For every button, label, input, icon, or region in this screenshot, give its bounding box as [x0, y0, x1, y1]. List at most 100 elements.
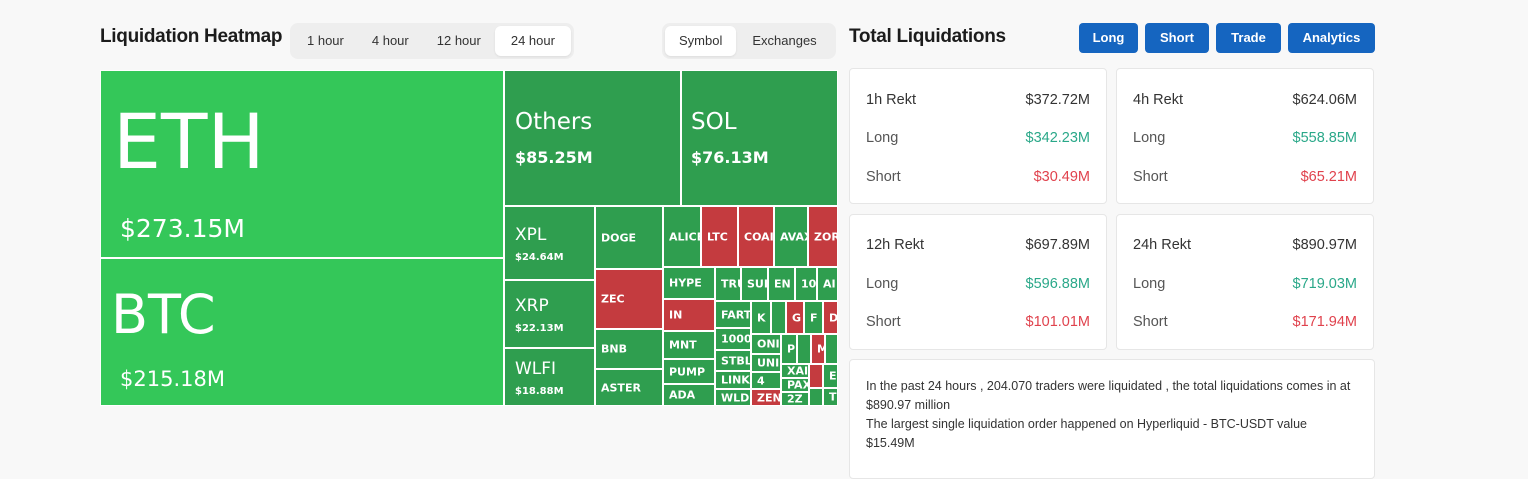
long-label: Long — [866, 130, 899, 146]
cell-symbol: 1000 — [721, 332, 751, 346]
short-value: $101.01M — [1025, 314, 1091, 330]
long-value: $342.23M — [1025, 130, 1091, 146]
treemap-cell-pump[interactable]: PUMP — [663, 359, 715, 384]
cell-symbol: ALICE — [669, 230, 701, 243]
treemap-cell-tru[interactable]: TRU — [715, 267, 741, 301]
cell-symbol: ETH — [113, 97, 265, 186]
treemap-cell-others[interactable]: Others $85.25M — [504, 70, 681, 206]
treemap-cell-zec[interactable]: ZEC — [595, 269, 663, 329]
treemap-cell-4[interactable]: 4 — [751, 372, 781, 389]
treemap-cell-1000[interactable]: 1000 — [715, 328, 751, 350]
treemap-cell-d[interactable]: D — [823, 301, 838, 334]
cell-symbol: FART — [721, 308, 751, 321]
cell-value: $24.64M — [515, 252, 564, 263]
treemap-cell-sui[interactable]: SUI — [741, 267, 768, 301]
short-label: Short — [1133, 169, 1168, 185]
view-tabs: Symbol Exchanges — [662, 23, 836, 59]
short-value: $65.21M — [1300, 169, 1357, 185]
treemap-cell-on[interactable]: ONI — [751, 334, 781, 354]
treemap-cell-xrp[interactable]: XRP $22.13M — [504, 280, 595, 348]
treemap-cell-2z[interactable]: 2Z — [781, 392, 809, 406]
cell-symbol: ONI — [757, 337, 780, 351]
treemap-cell-ltc[interactable]: LTC — [701, 206, 738, 267]
cell-symbol: Others — [515, 109, 593, 135]
cell-symbol: IN — [669, 308, 683, 322]
treemap-cell-bnb[interactable]: BNB — [595, 329, 663, 369]
treemap-cell-wld[interactable]: WLD — [715, 389, 751, 406]
treemap-cell-uni[interactable]: UNI — [751, 354, 781, 372]
treemap-cell-link[interactable]: LINK — [715, 371, 751, 389]
cell-symbol: ZEC — [601, 292, 625, 306]
treemap-cell-stbl[interactable]: STBL — [715, 350, 751, 371]
treemap-cell-small-3[interactable] — [825, 334, 838, 364]
cell-symbol: M — [817, 343, 824, 356]
treemap-cell-doge[interactable]: DOGE — [595, 206, 663, 269]
short-button[interactable]: Short — [1145, 23, 1209, 53]
cell-symbol: E — [829, 369, 837, 383]
treemap-cell-k[interactable]: K — [751, 301, 771, 334]
cell-symbol: P — [787, 342, 796, 356]
cell-symbol: ADA — [669, 388, 696, 402]
treemap-cell-eth[interactable]: ETH $273.15M — [100, 70, 504, 258]
cell-value: $85.25M — [515, 148, 593, 167]
treemap-cell-pax[interactable]: PAX — [781, 378, 809, 392]
tab-symbol[interactable]: Symbol — [665, 26, 737, 56]
treemap-cell-btc[interactable]: BTC $215.18M — [100, 258, 504, 406]
cell-symbol: 100 — [801, 277, 817, 291]
treemap-cell-zen[interactable]: ZEN — [751, 389, 781, 406]
tab-12-hour[interactable]: 12 hour — [436, 33, 481, 48]
treemap-cell-small-2[interactable] — [797, 334, 811, 364]
treemap-cell-p[interactable]: P — [781, 334, 797, 364]
treemap-cell-avax[interactable]: AVAX — [774, 206, 808, 267]
short-label: Short — [866, 314, 901, 330]
analytics-button[interactable]: Analytics — [1288, 23, 1375, 53]
tab-exchanges[interactable]: Exchanges — [752, 33, 817, 48]
treemap-cell-g[interactable]: G — [786, 301, 804, 334]
trade-button[interactable]: Trade — [1216, 23, 1281, 53]
treemap-cell-small-4[interactable] — [809, 364, 823, 388]
treemap-cell-ai[interactable]: AI — [817, 267, 838, 301]
cell-symbol: HYPE — [669, 276, 702, 290]
cell-symbol: T — [829, 390, 837, 404]
treemap-cell-wlfi[interactable]: WLFI $18.88M — [504, 348, 595, 406]
cell-value: $22.13M — [515, 323, 564, 334]
treemap-cell-mnt[interactable]: MNT — [663, 331, 715, 359]
long-button[interactable]: Long — [1079, 23, 1138, 53]
treemap-cell-fart[interactable]: FART — [715, 301, 751, 328]
treemap-cell-coai[interactable]: COAI — [738, 206, 774, 267]
tab-1-hour[interactable]: 1 hour — [307, 33, 344, 48]
cell-symbol: BNB — [601, 342, 627, 356]
treemap-cell-aster[interactable]: ASTER — [595, 369, 663, 406]
treemap-cell-t[interactable]: T — [823, 388, 838, 406]
cell-symbol: XRP — [515, 296, 549, 316]
cell-symbol: BTC — [111, 283, 216, 346]
treemap-cell-f[interactable]: F — [804, 301, 823, 334]
treemap-cell-zora[interactable]: ZORA — [808, 206, 838, 267]
summary-text-total: In the past 24 hours , 204.070 traders w… — [866, 379, 1351, 412]
treemap-cell-ada[interactable]: ADA — [663, 384, 715, 406]
cell-symbol: G — [792, 311, 802, 324]
treemap-cell-m[interactable]: M — [811, 334, 825, 364]
treemap-cell-100[interactable]: 100 — [795, 267, 817, 301]
cell-symbol: ASTER — [601, 381, 641, 394]
cell-value: $273.15M — [120, 214, 245, 243]
treemap-cell-e[interactable]: E — [823, 364, 838, 388]
tab-24-hour[interactable]: 24 hour — [494, 26, 571, 56]
cell-symbol: COAI — [744, 230, 774, 243]
treemap-cell-xpl[interactable]: XPL $24.64M — [504, 206, 595, 280]
treemap-cell-alice[interactable]: ALICE — [663, 206, 701, 267]
cell-symbol: WLFI — [515, 359, 557, 379]
short-label: Short — [866, 169, 901, 185]
treemap-cell-en[interactable]: EN — [768, 267, 795, 301]
cell-symbol: XAI — [787, 364, 809, 378]
treemap-cell-small-1[interactable] — [771, 301, 786, 334]
treemap-cell-hype[interactable]: HYPE — [663, 267, 715, 299]
cell-symbol: TRU — [721, 277, 740, 291]
long-value: $558.85M — [1292, 130, 1358, 146]
tab-4-hour[interactable]: 4 hour — [371, 33, 409, 48]
treemap-cell-sol[interactable]: SOL $76.13M — [681, 70, 838, 206]
treemap-cell-xai[interactable]: XAI — [781, 364, 809, 378]
treemap-cell-small-5[interactable] — [809, 388, 823, 406]
treemap-cell-in[interactable]: IN — [663, 299, 715, 331]
cell-symbol: SOL — [691, 109, 737, 135]
